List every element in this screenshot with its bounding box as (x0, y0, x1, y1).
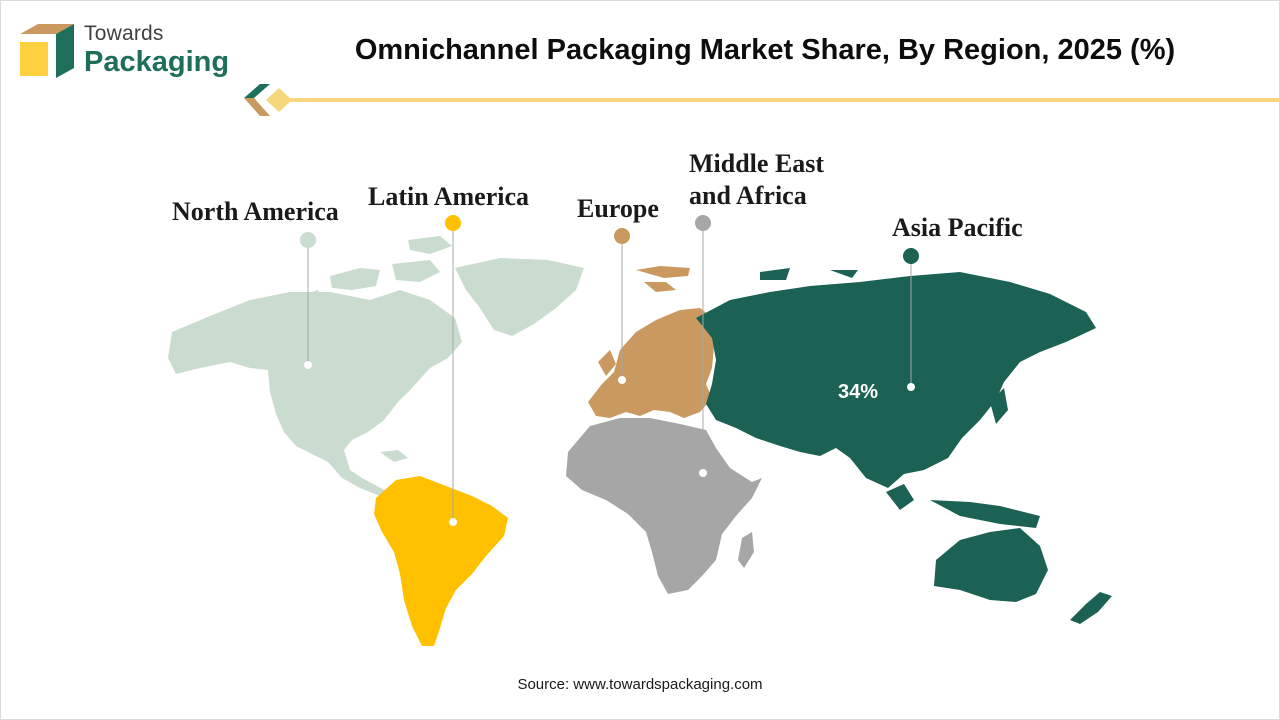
latin-america-region[interactable] (374, 476, 508, 646)
asia-pacific-value: 34% (838, 381, 879, 403)
box-logo-icon (20, 24, 74, 78)
brand-line1: Towards (84, 22, 164, 45)
asia-pacific-region[interactable] (696, 268, 1112, 624)
north-america-region[interactable] (168, 236, 584, 496)
page-title: Omnichannel Packaging Market Share, By R… (354, 34, 1176, 66)
europe-region[interactable] (588, 266, 718, 418)
title-accent-bar (244, 84, 1280, 116)
asia-pacific-marker (903, 248, 919, 391)
brand-line2: Packaging (84, 46, 230, 78)
middle-east-africa-region[interactable] (566, 418, 762, 594)
brand-logo: Towards Packaging (18, 20, 248, 82)
latin-america-marker (445, 215, 461, 526)
source-note: Source: www.towardspackaging.com (517, 676, 763, 693)
label-latin-america: Latin America (368, 182, 530, 211)
label-europe: Europe (577, 194, 659, 223)
label-north-america: North America (172, 197, 339, 226)
label-middle-east-africa-line2: and Africa (689, 181, 807, 210)
north-america-marker (300, 232, 316, 369)
europe-marker (614, 228, 630, 384)
label-asia-pacific: Asia Pacific (892, 213, 1023, 242)
label-middle-east-africa-line1: Middle East (689, 149, 825, 178)
middle-east-africa-marker (695, 215, 711, 477)
